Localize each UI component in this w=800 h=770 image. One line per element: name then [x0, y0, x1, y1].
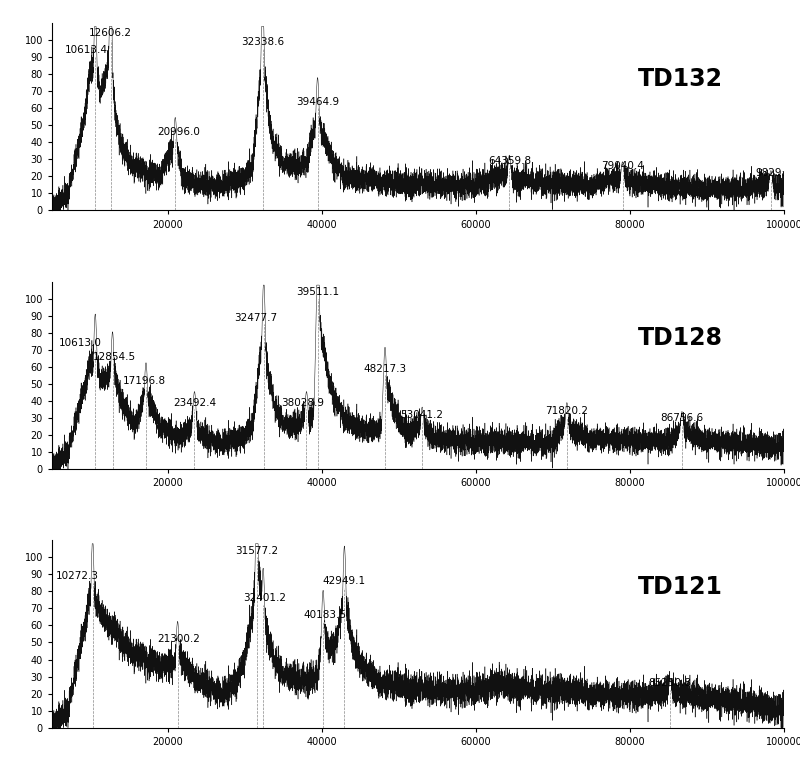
Text: TD132: TD132: [638, 67, 722, 92]
Text: 39511.1: 39511.1: [296, 287, 339, 297]
Text: 42949.1: 42949.1: [323, 576, 366, 586]
Text: 85230.8: 85230.8: [649, 678, 692, 688]
Text: 32401.2: 32401.2: [243, 594, 286, 604]
Text: TD121: TD121: [638, 575, 722, 599]
Text: 10613.0: 10613.0: [58, 338, 102, 348]
Text: 32338.6: 32338.6: [241, 37, 284, 47]
Text: 12854.5: 12854.5: [93, 352, 136, 362]
Text: 20996.0: 20996.0: [158, 127, 201, 137]
Text: 38028.9: 38028.9: [281, 398, 324, 408]
Text: 10272.3: 10272.3: [56, 571, 98, 581]
Text: 32477.7: 32477.7: [234, 313, 278, 323]
Text: 86756.6: 86756.6: [660, 413, 703, 423]
Text: 9829:: 9829:: [756, 168, 786, 178]
Text: 40183.5: 40183.5: [303, 611, 346, 621]
Text: 31577.2: 31577.2: [235, 546, 278, 556]
Text: TD128: TD128: [638, 326, 722, 350]
Text: 12606.2: 12606.2: [89, 28, 132, 38]
Text: 79040.4: 79040.4: [601, 161, 644, 171]
Text: 48217.3: 48217.3: [363, 363, 406, 373]
Text: 53041.2: 53041.2: [401, 410, 444, 420]
Text: 10613.4: 10613.4: [65, 45, 107, 55]
Text: 17196.8: 17196.8: [123, 376, 166, 386]
Text: 71820.2: 71820.2: [546, 407, 588, 417]
Text: 39464.9: 39464.9: [296, 96, 339, 106]
Text: 21300.2: 21300.2: [158, 634, 201, 644]
Text: 64359.8: 64359.8: [488, 156, 531, 166]
Text: 23492.4: 23492.4: [173, 398, 216, 408]
